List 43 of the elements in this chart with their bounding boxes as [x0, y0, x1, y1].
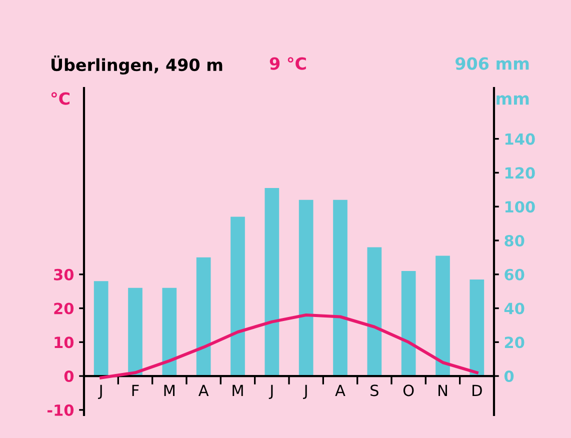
bar	[94, 281, 108, 376]
y2-tick-label: 120	[505, 167, 535, 179]
y2-tick-label: 100	[505, 201, 535, 213]
bar	[162, 288, 177, 376]
x-tick-label: N	[438, 384, 447, 396]
x-tick-label: O	[403, 384, 414, 396]
bar	[196, 257, 211, 376]
bar	[128, 288, 142, 376]
x-tick-label: J	[98, 384, 102, 400]
line-series	[100, 314, 478, 380]
x-tick-label: A	[335, 384, 346, 396]
y2-tick-label: 0	[504, 370, 514, 382]
y-tick-label: 10	[54, 336, 74, 348]
y-tick-label: 20	[54, 302, 74, 314]
bar	[367, 247, 382, 376]
x-tick-label: A	[198, 384, 209, 396]
y2-tick-label: 40	[504, 302, 524, 314]
y-tick-label: 0	[64, 370, 74, 382]
y2-axis-title: mm	[496, 95, 529, 105]
chart-title: Überlingen, 490 m	[52, 55, 222, 75]
bar	[298, 200, 314, 376]
y2-tick-label: 60	[504, 268, 524, 280]
x-tick-label: D	[472, 384, 482, 396]
y-tick-label: 30	[54, 268, 74, 280]
y2-tick-label: 80	[504, 234, 524, 247]
bar	[230, 216, 245, 376]
x-tick-label: S	[370, 384, 378, 396]
y-tick-label: -10	[48, 404, 74, 416]
bar	[436, 256, 450, 376]
text: 906 mm	[456, 57, 529, 70]
x-tick-label: J	[303, 384, 307, 400]
x-tick-label: M	[164, 384, 175, 396]
y2-tick-label: 20	[504, 336, 524, 348]
bar	[264, 188, 280, 376]
y2-tick-label: 140	[505, 133, 535, 145]
x-tick-label: J	[268, 384, 273, 400]
bar	[333, 200, 348, 376]
x-tick-label: F	[132, 384, 139, 396]
x-tick-label: M	[232, 384, 243, 396]
bar	[470, 279, 484, 376]
bar	[401, 270, 416, 376]
y-axis-title: °C	[51, 92, 70, 105]
text: 9 °C	[270, 57, 306, 70]
